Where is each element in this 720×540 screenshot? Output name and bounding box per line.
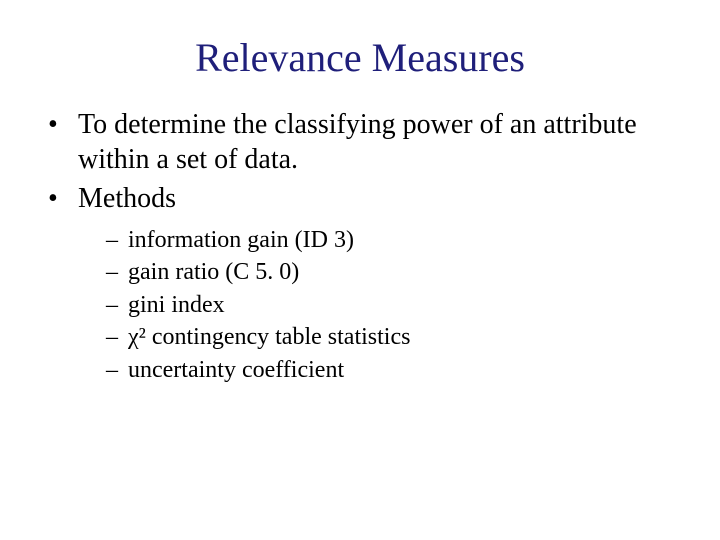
sub-bullet-item: χ² contingency table statistics <box>106 321 676 353</box>
sub-bullet-text: gain ratio (C 5. 0) <box>128 259 299 285</box>
sub-bullet-text: χ² contingency table statistics <box>128 324 410 350</box>
bullet-text: To determine the classifying power of an… <box>78 109 637 175</box>
slide: Relevance Measures To determine the clas… <box>0 0 720 540</box>
bullet-item: Methods information gain (ID 3) gain rat… <box>44 181 676 386</box>
sub-bullet-text: information gain (ID 3) <box>128 227 354 253</box>
sub-bullet-text: gini index <box>128 292 225 318</box>
slide-body: To determine the classifying power of an… <box>0 81 720 386</box>
sub-bullet-item: uncertainty coefficient <box>106 354 676 386</box>
sub-bullet-list: information gain (ID 3) gain ratio (C 5.… <box>78 224 676 386</box>
sub-bullet-text: uncertainty coefficient <box>128 357 344 383</box>
slide-title: Relevance Measures <box>0 0 720 81</box>
sub-bullet-item: gini index <box>106 289 676 321</box>
bullet-text: Methods <box>78 183 176 214</box>
sub-bullet-item: information gain (ID 3) <box>106 224 676 256</box>
bullet-list: To determine the classifying power of an… <box>44 107 676 386</box>
bullet-item: To determine the classifying power of an… <box>44 107 676 177</box>
sub-bullet-item: gain ratio (C 5. 0) <box>106 256 676 288</box>
